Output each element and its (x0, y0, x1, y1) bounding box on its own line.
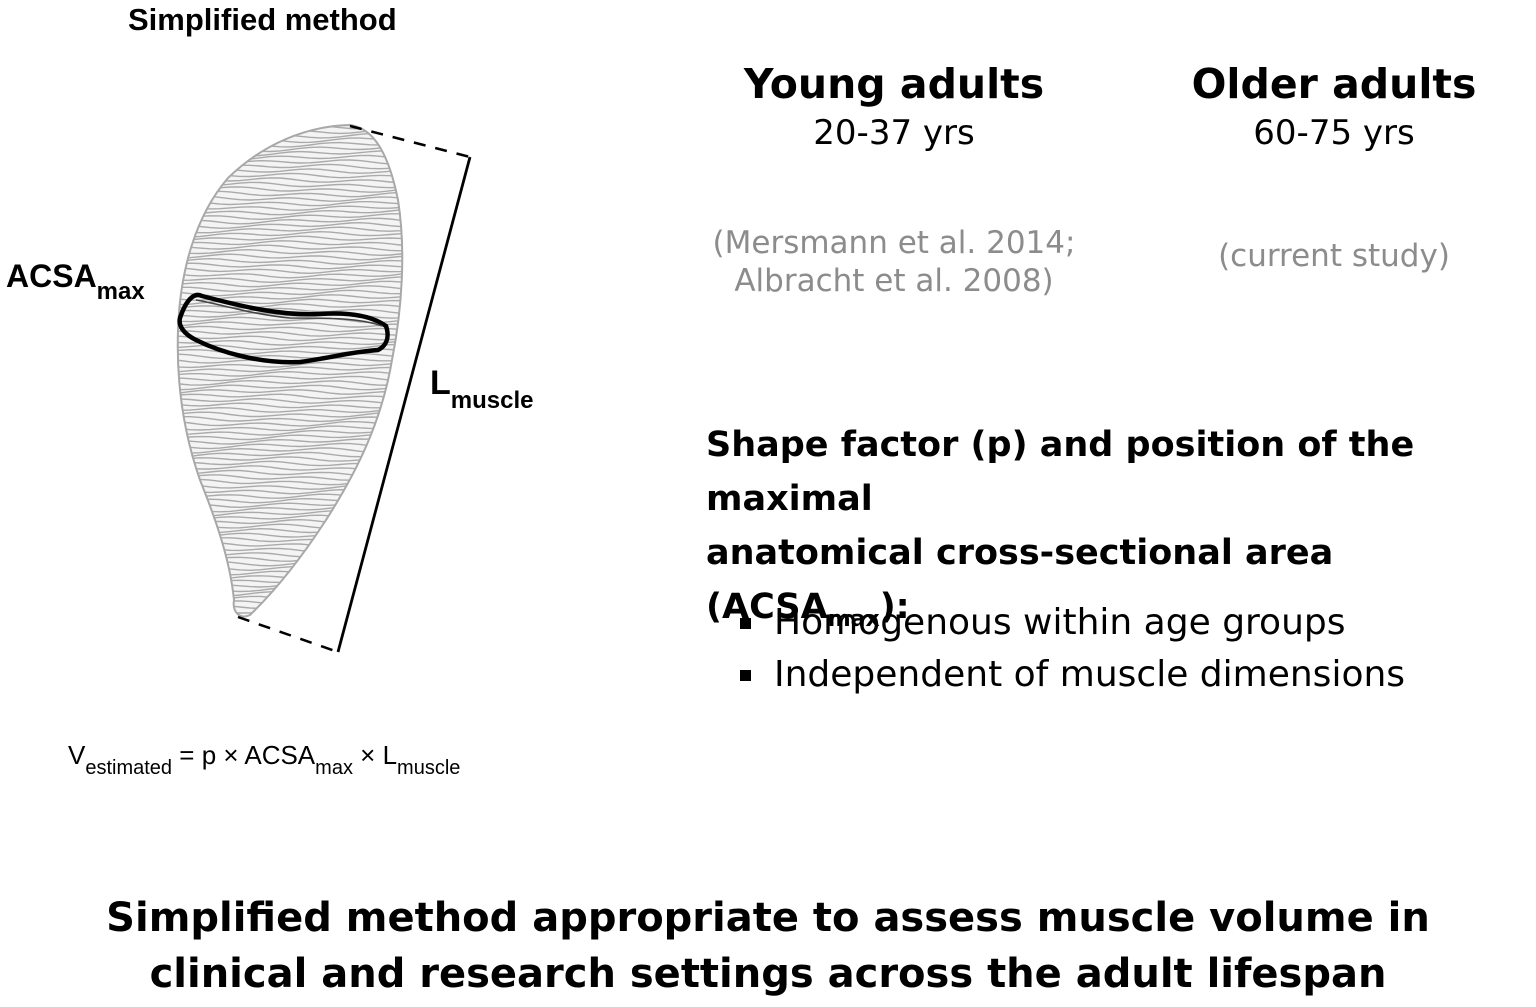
muscle-contour (177, 208, 403, 216)
shape-heading-line-2: anatomical cross-sectional area (ACSAmax… (706, 533, 1334, 632)
muscle-contour (177, 573, 403, 580)
muscle-contour (177, 267, 403, 275)
muscle-contour (177, 307, 403, 315)
square-bullet-icon (740, 669, 751, 681)
young-adults-reference: (Mersmann et al. 2014; Albracht et al. 2… (684, 224, 1104, 300)
young-adults-group: Young adults 20-37 yrs (684, 58, 1104, 156)
muscle-contour (177, 406, 403, 414)
muscle-contour (177, 389, 403, 395)
muscle-contour (177, 577, 403, 585)
muscle-contour (177, 370, 403, 377)
muscle-contour (177, 235, 403, 242)
muscle-contour (177, 586, 403, 593)
muscle-contour (177, 253, 403, 261)
muscle-contour (177, 600, 403, 607)
muscle-contour (177, 416, 403, 423)
muscle-contour (177, 384, 403, 391)
older-adults-title: Older adults (1191, 60, 1477, 108)
muscle-contour (177, 285, 403, 292)
conclusion-line-2: clinical and research settings across th… (149, 951, 1387, 997)
muscle-contour (177, 393, 403, 400)
older-adults-age: 60-75 yrs (1253, 113, 1415, 153)
muscle-contour (177, 433, 403, 441)
young-ref-line-1: (Mersmann et al. 2014; (712, 225, 1076, 261)
list-item: Homogenous within age groups (740, 597, 1405, 649)
acsa-max-label: ACSAmax (6, 258, 145, 305)
method-title: Simplified method (128, 2, 397, 37)
muscle-contour (177, 276, 403, 284)
muscle-length-label: Lmuscle (430, 364, 534, 414)
findings-list: Homogenous within age groups Independent… (740, 597, 1405, 701)
muscle-contour (177, 226, 403, 234)
muscle-contour (177, 125, 403, 126)
muscle-contour (177, 339, 403, 346)
muscle-contour (177, 221, 403, 229)
muscle-contour (177, 335, 403, 342)
muscle-contour (177, 280, 403, 288)
muscle-contour (177, 604, 403, 612)
muscle-contour (177, 330, 403, 337)
conclusion-line-1: Simplified method appropriate to assess … (106, 895, 1430, 941)
muscle-contour (177, 595, 403, 603)
young-ref-line-2: Albracht et al. 2008) (734, 263, 1054, 299)
muscle-contour (177, 402, 403, 409)
muscle-contour (177, 217, 403, 225)
muscle-contour (177, 397, 403, 405)
muscle-contour (177, 411, 403, 418)
muscle-contour (177, 289, 403, 297)
muscle-contour (177, 582, 403, 589)
muscle-contour (177, 379, 403, 386)
young-adults-age: 20-37 yrs (813, 113, 975, 153)
older-adults-reference: (current study) (1218, 238, 1450, 274)
muscle-contour (177, 352, 403, 360)
muscle-contour (177, 244, 403, 252)
acsa-max-ring-inner (195, 299, 383, 327)
muscle-contour (177, 591, 403, 598)
length-dashed-bottom (237, 615, 339, 654)
older-adults-group: Older adults 60-75 yrs (1124, 58, 1536, 156)
young-adults-title: Young adults (743, 60, 1045, 108)
volume-formula: Vestimated = p × ACSAmax × Lmuscle (68, 740, 461, 779)
muscle-contour (177, 272, 403, 279)
muscle-contour (177, 262, 403, 270)
muscle-contour (177, 248, 403, 257)
muscle-contour (177, 205, 403, 211)
muscle-illustration (176, 123, 472, 654)
muscle-contour (177, 257, 403, 265)
muscle-contour (177, 321, 403, 328)
muscle-contour (177, 375, 403, 382)
list-item: Independent of muscle dimensions (740, 649, 1405, 701)
muscle-contour (177, 609, 403, 616)
muscle-contour (177, 420, 403, 427)
muscle-contour (177, 429, 403, 436)
muscle-contour (177, 240, 403, 247)
muscle-contour (177, 303, 403, 309)
acsa-max-ring (177, 292, 390, 365)
conclusion-text: Simplified method appropriate to assess … (0, 890, 1536, 1002)
muscle-contour (177, 230, 403, 238)
muscle-contour (177, 361, 403, 369)
muscle-contour (177, 125, 403, 130)
square-bullet-icon (740, 617, 751, 629)
muscle-contour (177, 366, 403, 373)
muscle-contour (177, 425, 403, 432)
length-line (336, 156, 472, 653)
muscle-contour (177, 213, 403, 221)
muscle-outline (176, 123, 404, 618)
shape-factor-heading: Shape factor (p) and position of the max… (706, 418, 1536, 647)
muscle-contour (177, 325, 403, 333)
shape-heading-line-1: Shape factor (p) and position of the max… (706, 425, 1415, 519)
